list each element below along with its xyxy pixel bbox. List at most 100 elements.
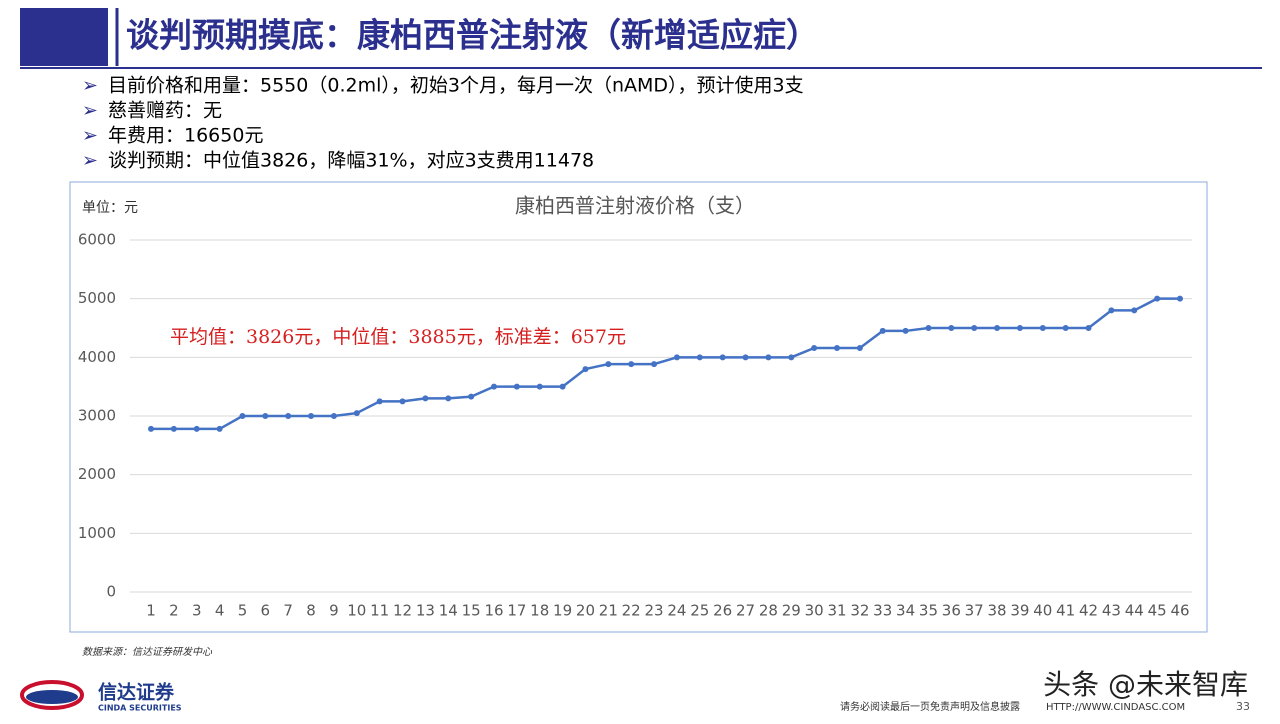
x-tick-label: 41 xyxy=(1056,602,1075,620)
data-point xyxy=(971,325,978,331)
data-point xyxy=(1177,295,1183,302)
data-point xyxy=(856,344,863,351)
title-block xyxy=(20,8,108,66)
data-point xyxy=(536,383,543,390)
data-point xyxy=(285,413,292,419)
y-tick-label: 2000 xyxy=(78,465,116,483)
x-tick-label: 33 xyxy=(873,602,892,620)
data-point xyxy=(1016,325,1023,331)
data-point xyxy=(1154,295,1161,302)
x-tick-label: 43 xyxy=(1102,602,1121,620)
x-tick-label: 21 xyxy=(599,602,618,620)
data-point xyxy=(788,354,795,361)
x-tick-label: 11 xyxy=(370,602,389,620)
x-tick-label: 5 xyxy=(238,602,248,620)
chart-annotation: 平均值：3826元，中位值：3885元，标准差：657元 xyxy=(170,326,626,348)
data-point xyxy=(834,344,840,351)
x-tick-label: 9 xyxy=(329,602,339,620)
chart-title: 康柏西普注射液价格（支） xyxy=(515,194,755,218)
x-tick-label: 42 xyxy=(1079,602,1098,620)
x-tick-label: 24 xyxy=(667,602,686,620)
x-tick-label: 27 xyxy=(736,602,755,620)
logo-name: 信达证券 xyxy=(98,681,175,704)
x-tick-label: 45 xyxy=(1148,602,1167,620)
data-point xyxy=(193,425,200,432)
x-tick-label: 12 xyxy=(393,602,412,620)
data-point xyxy=(468,393,475,400)
x-tick-label: 16 xyxy=(484,602,503,620)
data-point xyxy=(445,395,452,402)
bullet-icon: ➢ xyxy=(82,75,98,97)
x-tick-label: 30 xyxy=(805,602,824,620)
data-point xyxy=(422,395,429,402)
slide-title: 谈判预期摸底：康柏西普注射液（新增适应症） xyxy=(126,16,819,55)
logo-mark xyxy=(26,690,78,704)
x-tick-label: 29 xyxy=(782,602,801,620)
data-point xyxy=(170,425,177,432)
x-tick-label: 8 xyxy=(306,602,316,620)
x-tick-label: 34 xyxy=(896,602,915,620)
y-tick-label: 0 xyxy=(106,583,116,601)
x-tick-label: 35 xyxy=(919,602,938,620)
bullet-list: ➢ 目前价格和用量：5550（0.2ml），初始3个月，每月一次（nAMD），预… xyxy=(82,75,804,172)
data-point xyxy=(1108,307,1115,314)
unit-label: 单位：元 xyxy=(82,200,138,216)
x-tick-label: 14 xyxy=(439,602,458,620)
data-point xyxy=(376,398,383,405)
x-tick-label: 7 xyxy=(283,602,293,620)
x-tick-label: 2 xyxy=(169,602,179,620)
x-tick-label: 38 xyxy=(988,602,1007,620)
x-tick-label: 17 xyxy=(507,602,526,620)
data-point xyxy=(925,325,932,331)
data-point xyxy=(719,354,726,361)
data-point xyxy=(948,325,955,331)
data-point xyxy=(399,398,406,405)
x-tick-label: 4 xyxy=(215,602,225,620)
x-tick-label: 28 xyxy=(759,602,778,620)
data-point xyxy=(148,425,154,432)
data-point xyxy=(1085,325,1092,331)
data-point xyxy=(605,361,612,368)
bullet: 目前价格和用量：5550（0.2ml），初始3个月，每月一次（nAMD），预计使… xyxy=(108,75,804,97)
data-point xyxy=(879,327,886,334)
bullet-icon: ➢ xyxy=(82,100,98,122)
x-tick-label: 3 xyxy=(192,602,202,620)
x-tick-label: 31 xyxy=(827,602,846,620)
bullet: 谈判预期：中位值3826，降幅31%，对应3支费用11478 xyxy=(108,150,594,172)
y-tick-label: 1000 xyxy=(78,524,116,542)
data-point xyxy=(628,361,635,368)
data-point xyxy=(330,413,337,419)
data-point xyxy=(902,327,909,334)
data-point xyxy=(994,325,1001,331)
data-point xyxy=(262,413,269,419)
data-point xyxy=(353,410,360,417)
chart-frame xyxy=(69,181,1208,633)
x-tick-label: 36 xyxy=(942,602,961,620)
data-point xyxy=(1039,325,1046,331)
bullet-icon: ➢ xyxy=(82,150,98,172)
x-tick-label: 25 xyxy=(690,602,709,620)
bullet-icon: ➢ xyxy=(82,125,98,147)
x-tick-label: 32 xyxy=(850,602,869,620)
bullet: 慈善赠药：无 xyxy=(108,100,222,122)
y-tick-label: 5000 xyxy=(78,289,116,307)
data-point xyxy=(742,354,749,361)
x-tick-label: 46 xyxy=(1170,602,1189,620)
x-tick-label: 15 xyxy=(462,602,481,620)
data-point xyxy=(1131,307,1138,314)
data-point xyxy=(1062,325,1069,331)
x-tick-label: 18 xyxy=(530,602,549,620)
data-point xyxy=(651,361,658,368)
x-tick-label: 39 xyxy=(1010,602,1029,620)
data-point xyxy=(239,413,246,419)
x-tick-label: 6 xyxy=(261,602,271,620)
x-tick-label: 40 xyxy=(1033,602,1052,620)
x-tick-label: 22 xyxy=(622,602,641,620)
watermark: 头条 @未来智库 xyxy=(1043,668,1248,701)
logo-mark xyxy=(20,680,84,710)
x-tick-label: 37 xyxy=(965,602,984,620)
data-point xyxy=(696,354,703,361)
